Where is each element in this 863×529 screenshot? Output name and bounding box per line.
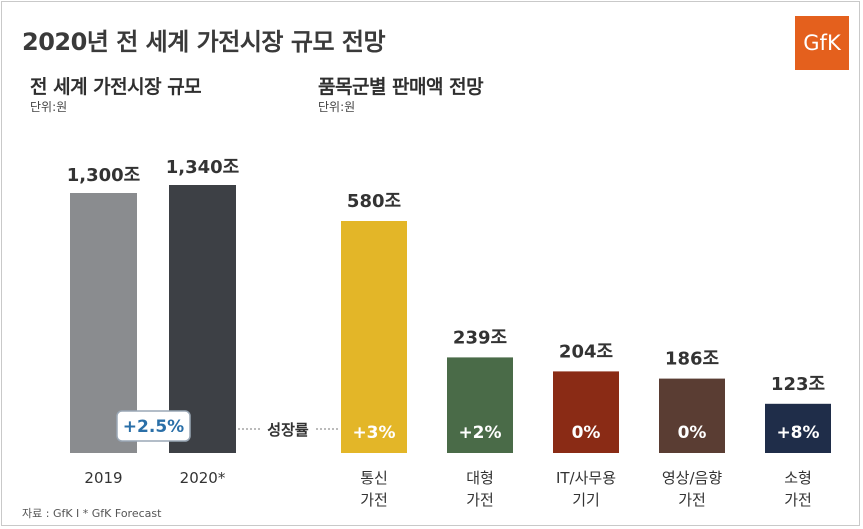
category-label-5-line-1: 소형 [784, 469, 812, 487]
total-category-label-1: 2019 [84, 469, 122, 487]
left-section-title: 전 세계 가전시장 규모 [30, 76, 202, 98]
category-label-4-line-2: 가전 [678, 491, 706, 509]
left-section-unit: 단위:원 [30, 100, 68, 114]
total-growth-label: +2.5% [123, 417, 184, 437]
gfk-logo: GfK [795, 16, 849, 70]
category-value-label-3: 204조 [559, 341, 613, 362]
category-label-4-line-1: 영상/음향 [662, 469, 722, 487]
source-footnote: 자료 : GfK I * GfK Forecast [22, 507, 162, 520]
category-bar-3 [553, 371, 619, 453]
category-value-label-2: 239조 [453, 327, 507, 348]
category-growth-label-1: +3% [352, 423, 395, 443]
category-growth-label-2: +2% [458, 423, 501, 443]
category-label-2-line-2: 가전 [466, 491, 494, 509]
total-growth-badge [116, 410, 191, 442]
category-value-label-5: 123조 [771, 374, 825, 395]
category-value-label-1: 580조 [347, 191, 401, 212]
category-bar-4 [659, 378, 725, 453]
page-title: 2020년 전 세계 가전시장 규모 전망 [22, 28, 386, 56]
category-label-3-line-1: IT/사무용 [556, 469, 616, 487]
category-label-2-line-1: 대형 [466, 469, 494, 487]
category-growth-label-5: +8% [776, 423, 819, 443]
total-value-label-2: 1,340조 [166, 157, 240, 178]
category-label-1-line-1: 통신 [360, 469, 388, 487]
total-bar-1 [70, 193, 137, 453]
category-bar-1 [341, 221, 407, 453]
right-section-title: 품목군별 판매액 전망 [318, 76, 484, 98]
category-value-label-4: 186조 [665, 349, 719, 370]
right-section-unit: 단위:원 [318, 100, 356, 114]
category-bar-5 [765, 403, 831, 453]
growth-key-label: 성장률 [267, 421, 309, 439]
category-label-1-line-2: 가전 [360, 491, 388, 509]
total-value-label-1: 1,300조 [67, 165, 141, 186]
category-growth-label-3: 0% [572, 423, 601, 443]
category-growth-label-4: 0% [678, 423, 707, 443]
total-category-label-2: 2020* [180, 469, 226, 487]
category-bar-2 [447, 357, 513, 453]
category-label-5-line-2: 가전 [784, 491, 812, 509]
category-label-3-line-2: 기기 [572, 491, 600, 509]
total-bar-2 [169, 185, 236, 453]
